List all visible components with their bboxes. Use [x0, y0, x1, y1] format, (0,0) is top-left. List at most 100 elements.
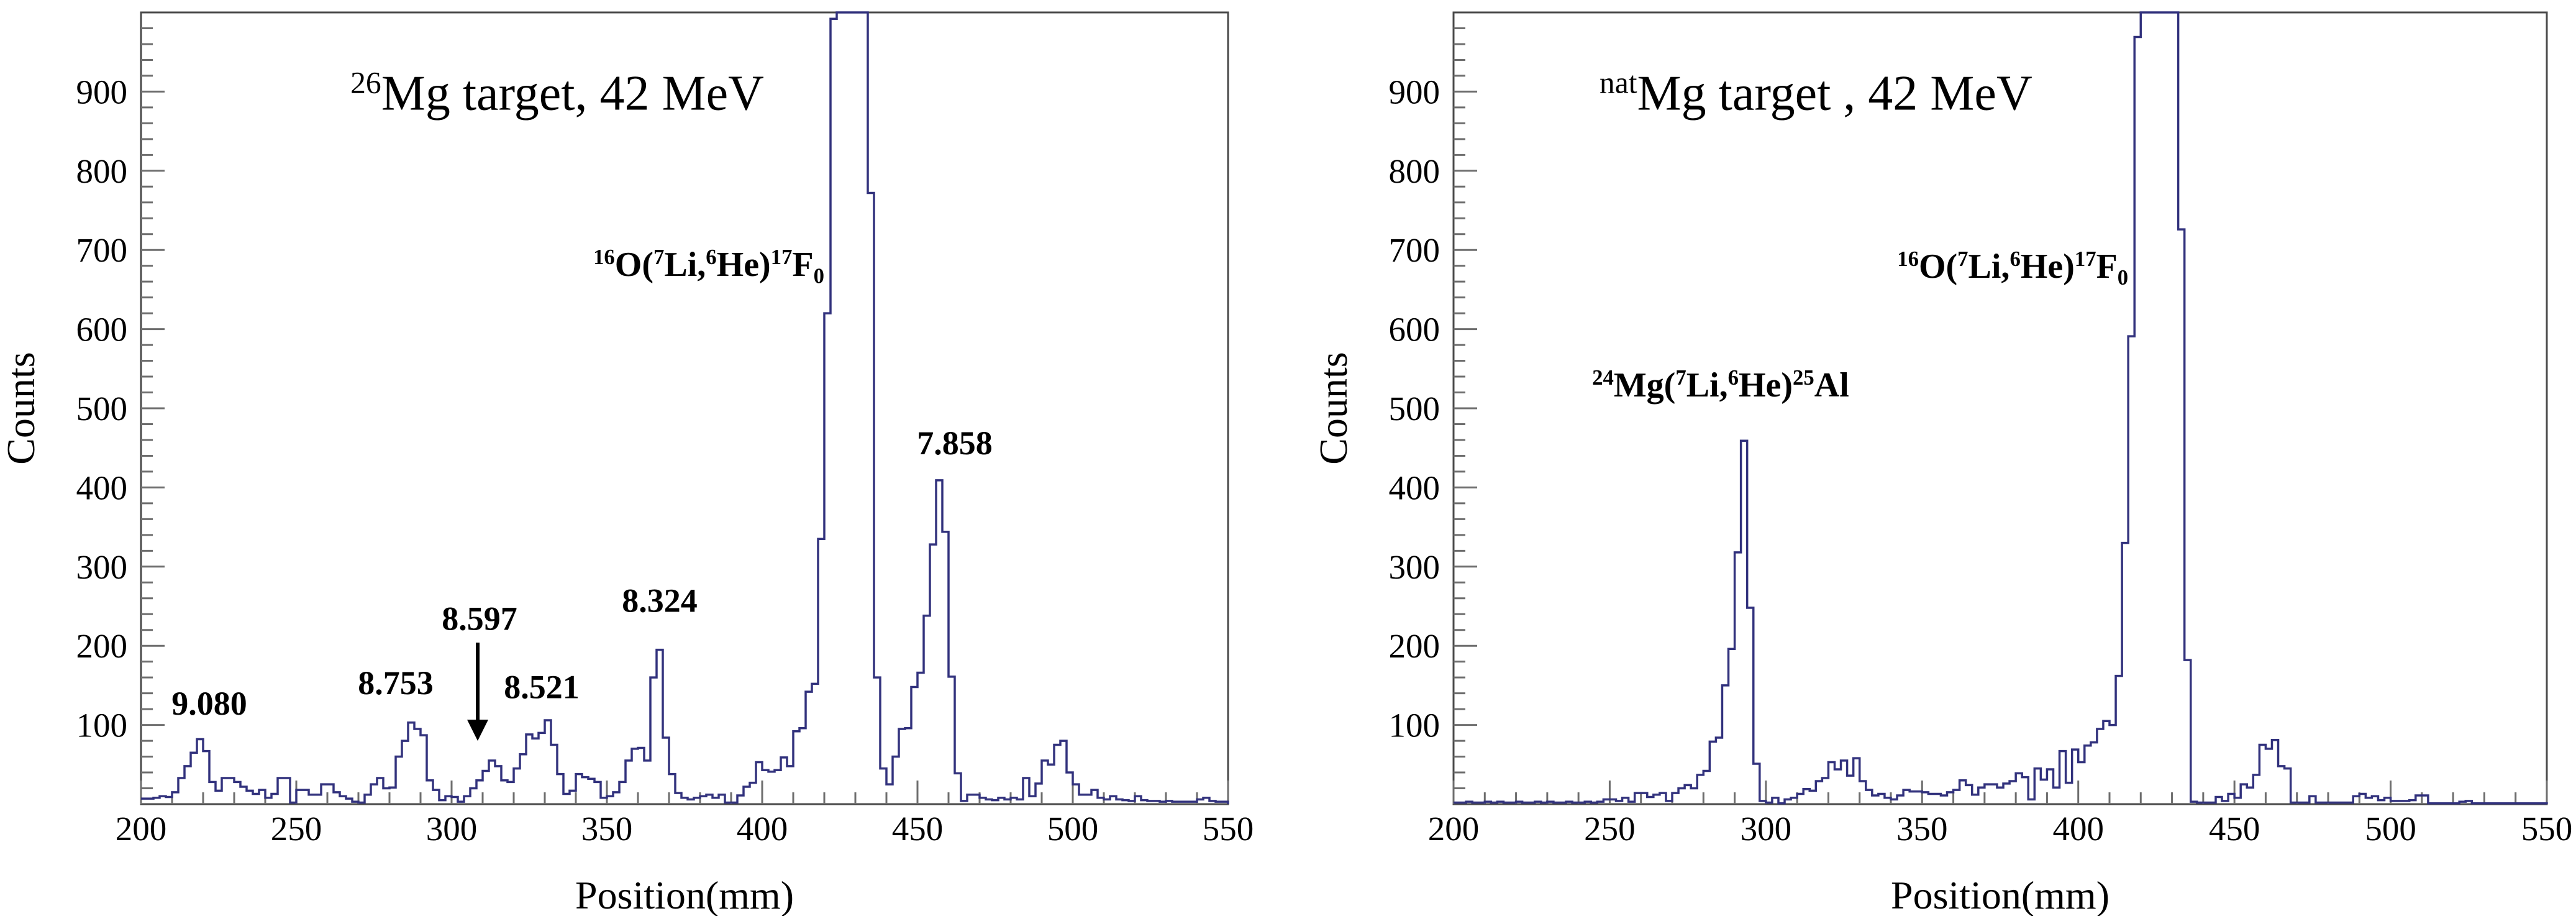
x-tick-label: 500: [1047, 810, 1099, 848]
x-tick-label: 350: [581, 810, 633, 848]
x-tick-label: 250: [1584, 810, 1636, 848]
y-tick-label: 200: [1389, 627, 1440, 665]
y-tick-label: 500: [1389, 390, 1440, 428]
reaction-16O-17F0-label: 16O(7Li,6He)17F0: [593, 245, 824, 288]
y-tick-label: 800: [1389, 152, 1440, 190]
text-segment: 16: [593, 245, 615, 269]
text-segment: 8.753: [358, 664, 434, 702]
plot-frame: [1452, 11, 2548, 805]
text-segment: 6: [1728, 365, 1739, 390]
text-segment: 9.080: [171, 685, 247, 722]
text-segment: 25: [1793, 365, 1814, 390]
y-axis-title: Counts: [0, 352, 43, 464]
peak-8324-label: 8.324: [622, 582, 698, 619]
spectrum-plot: 200 250 300 350 400 450 500 550Position(mm)1002…: [1311, 11, 2573, 916]
x-tick-label: 550: [2521, 810, 2573, 848]
left-spectrum-panel: 200 250 300 350 400 450 500 550 Position(mm) 100 2…: [0, 11, 1254, 916]
peak-8521-label: 8.521: [504, 668, 580, 705]
text-segment: 17: [2075, 247, 2096, 271]
text-segment: Li,: [1968, 247, 2010, 286]
x-axis: 200 250 300 350 400 450 500 550 Position(mm): [1428, 781, 2573, 916]
histogram-line: [141, 11, 1229, 804]
x-tick-label: 400: [737, 810, 788, 848]
text-segment: 7: [1675, 365, 1686, 390]
x-tick-label: 400: [2052, 810, 2104, 848]
x-tick-label: 500: [2365, 810, 2416, 848]
y-tick-label: 200: [76, 627, 128, 665]
y-tick-label: 600: [76, 311, 128, 349]
right-spectrum-panel: 200 250 300 350 400 450 500 550Position(mm)1002…: [1311, 11, 2573, 916]
y-tick-label: 300: [1389, 548, 1440, 586]
reaction-24Mg-25Al-label: 24Mg(7Li,6He)25Al: [1592, 365, 1849, 405]
text-segment: 16: [1897, 247, 1919, 271]
text-segment: 6: [706, 245, 716, 269]
arrow-head-icon: [467, 720, 488, 741]
peak-8597-label: 8.597: [442, 600, 517, 638]
peak-9080-label: 9.080: [171, 685, 247, 722]
y-tick-label: 700: [76, 231, 128, 269]
text-segment: He): [2021, 247, 2075, 286]
text-segment: 7: [1957, 247, 1968, 271]
text-segment: Li,: [664, 245, 706, 284]
text-segment: 7.858: [917, 424, 993, 462]
y-tick-label: 900: [76, 73, 128, 111]
text-segment: O(: [615, 245, 653, 284]
x-tick-label: 200: [1428, 810, 1480, 848]
y-tick-label: 100: [1389, 707, 1440, 744]
text-segment: 7: [653, 245, 664, 269]
y-tick-label: 300: [76, 548, 128, 586]
y-tick-label: 800: [76, 152, 128, 190]
reaction-16O-17F0-label: 16O(7Li,6He)17F0: [1897, 247, 2128, 290]
panel-title: 26Mg target, 42 MeV: [350, 66, 764, 121]
text-segment: Mg target, 42 MeV: [381, 66, 764, 121]
x-tick-label: 300: [1741, 810, 1792, 848]
text-segment: Al: [1814, 366, 1849, 405]
peak-7858-label: 7.858: [917, 424, 993, 462]
text-segment: Mg target , 42 MeV: [1637, 66, 2032, 121]
text-segment: 24: [1592, 365, 1614, 390]
text-segment: 0: [2118, 265, 2128, 290]
text-segment: 6: [2009, 247, 2020, 271]
text-segment: 0: [814, 263, 824, 288]
text-segment: Mg(: [1614, 366, 1676, 405]
y-axis: 100 200 300 400 500 600 700 800 900 Counts: [1311, 27, 1477, 790]
x-tick-label: 350: [1896, 810, 1948, 848]
y-tick-label: 500: [76, 390, 128, 428]
y-tick-label: 400: [1389, 469, 1440, 506]
x-tick-label: 450: [2209, 810, 2260, 848]
peak-8597-arrow: [467, 643, 488, 741]
peak-8753-label: 8.753: [358, 664, 434, 702]
text-segment: 8.521: [504, 668, 580, 705]
x-axis-title: Position(mm): [1891, 873, 2109, 916]
x-axis-title: Position(mm): [575, 873, 794, 916]
x-tick-label: 300: [426, 810, 478, 848]
plot-frame: [140, 11, 1229, 805]
x-axis: 200 250 300 350 400 450 500 550 Position(mm): [116, 781, 1254, 916]
text-segment: 8.324: [622, 582, 698, 619]
x-tick-label: 550: [1203, 810, 1254, 848]
text-segment: Li,: [1686, 366, 1728, 405]
x-tick-label: 450: [892, 810, 944, 848]
text-segment: O(: [1919, 247, 1957, 286]
y-tick-label: 600: [1389, 311, 1440, 349]
text-segment: 8.597: [442, 600, 517, 638]
y-axis-title: Counts: [1311, 352, 1355, 464]
text-segment: F: [792, 245, 813, 284]
y-axis: 100 200 300 400 500 600 700 800 900 Counts: [0, 27, 165, 790]
text-segment: F: [2096, 247, 2118, 286]
text-segment: 17: [771, 245, 793, 269]
text-segment: He): [717, 245, 771, 284]
x-tick-label: 250: [271, 810, 322, 848]
y-tick-label: 400: [76, 469, 128, 506]
y-tick-label: 900: [1389, 73, 1440, 111]
spectrum-plot: 200 250 300 350 400 450 500 550 Position(mm) 100 2…: [0, 11, 1254, 916]
text-segment: nat: [1600, 66, 1637, 100]
panel-title: natMg target , 42 MeV: [1600, 66, 2032, 121]
y-tick-label: 100: [76, 707, 128, 744]
y-tick-label: 700: [1389, 231, 1440, 269]
histogram-line: [1454, 11, 2548, 805]
x-tick-label: 200: [116, 810, 167, 848]
text-segment: He): [1739, 366, 1793, 405]
text-segment: 26: [350, 66, 381, 100]
